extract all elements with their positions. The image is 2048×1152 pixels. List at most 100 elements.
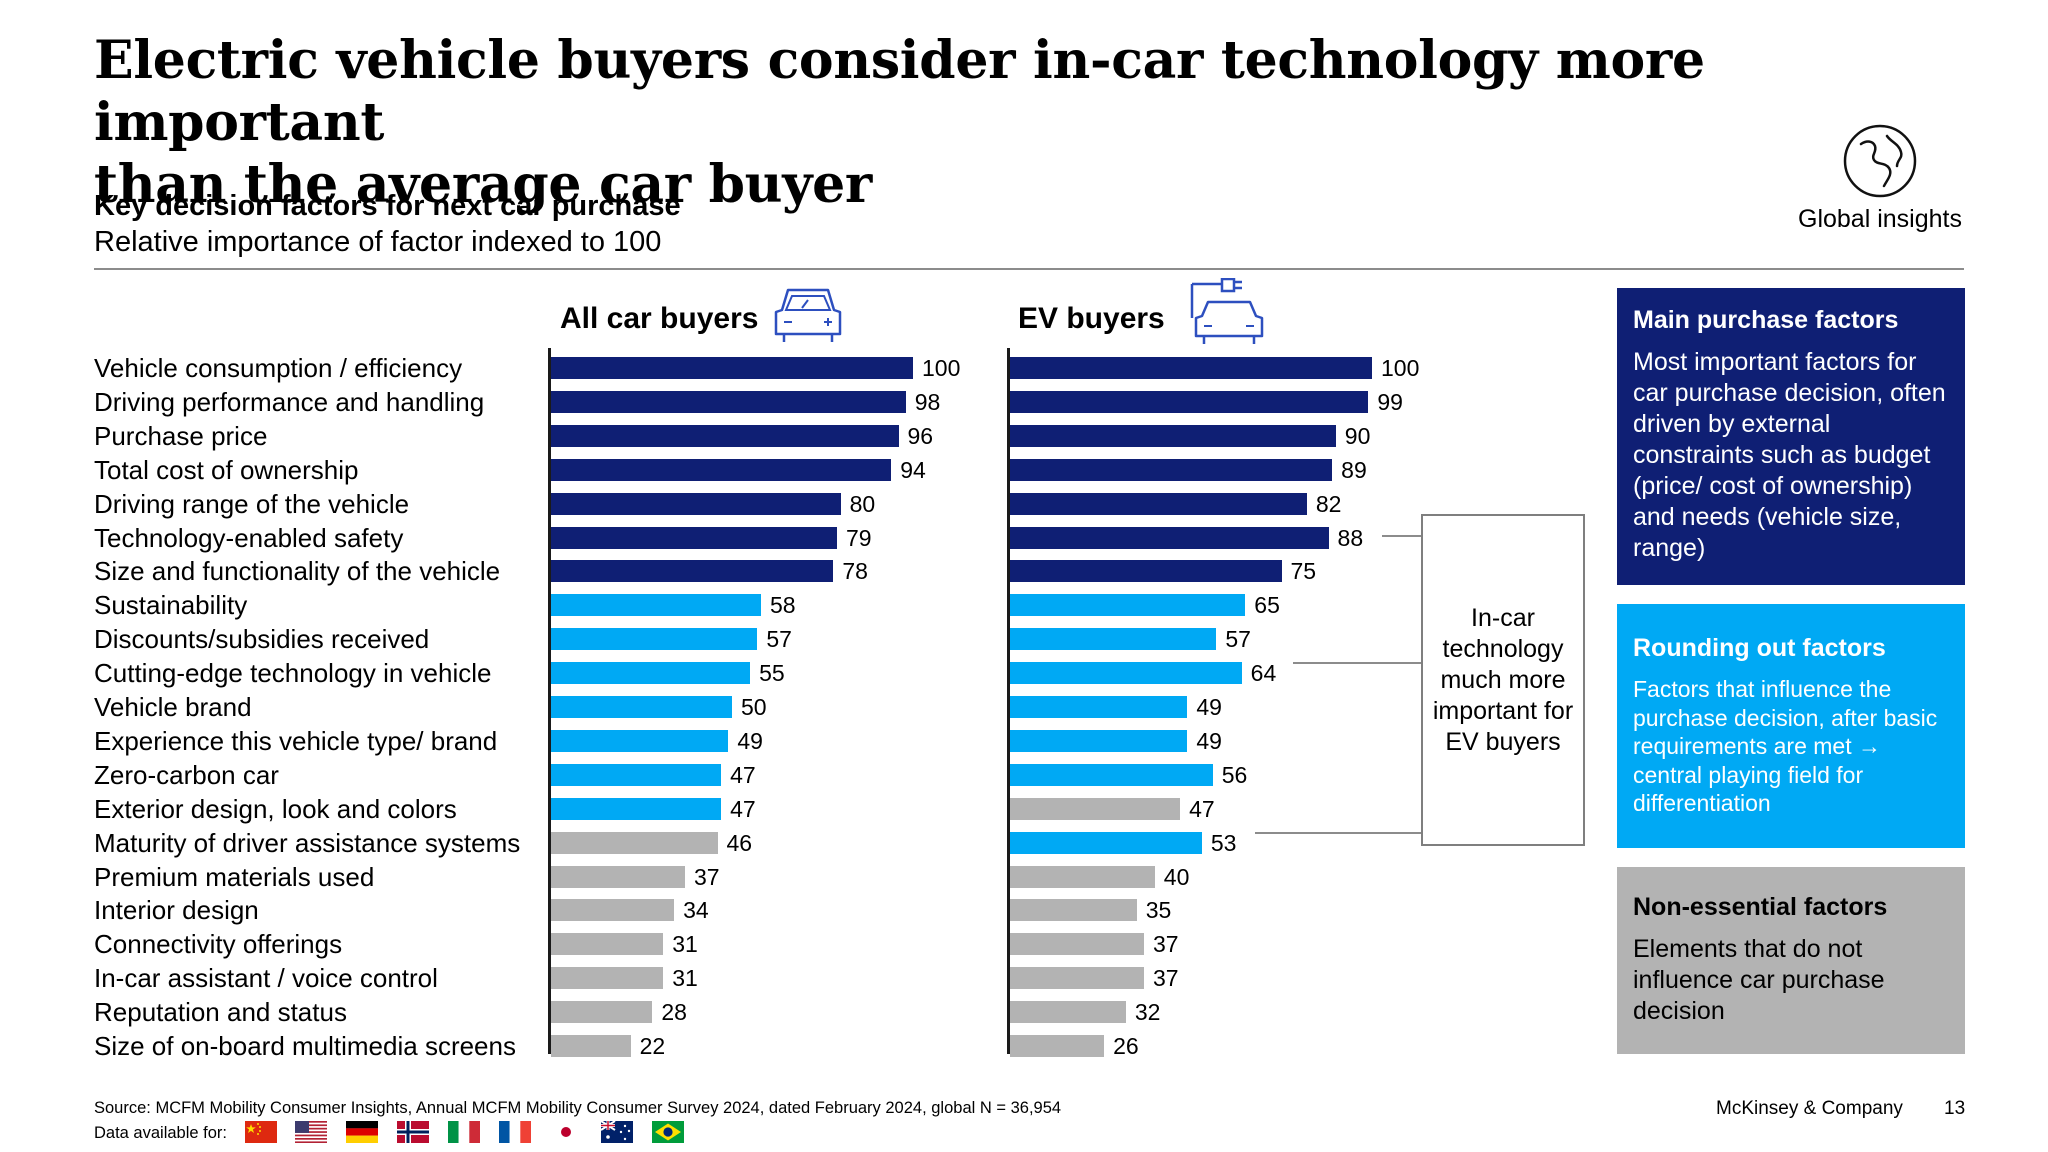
- leader-line-safety: [1382, 535, 1421, 537]
- data-label-all: 34: [683, 897, 709, 924]
- data-label-ev: 57: [1225, 626, 1251, 653]
- bar-ev: [1010, 628, 1217, 651]
- bar-all: [551, 662, 751, 685]
- data-label-ev: 35: [1145, 897, 1172, 924]
- bar-all: [551, 526, 837, 549]
- ev-charging-car-icon: [1190, 277, 1270, 353]
- data-label-all: 55: [759, 660, 785, 687]
- bar-all: [551, 865, 685, 888]
- bar-ev: [1010, 662, 1242, 685]
- header-divider: [94, 268, 1964, 270]
- title-line-2: than the average car buyer: [94, 154, 872, 215]
- leader-line-driver-assistance: [1255, 832, 1421, 834]
- category-label: Maturity of driver assistance systems: [94, 827, 521, 858]
- category-label: Total cost of ownership: [94, 454, 359, 485]
- legend-box-main-title: Main purchase factors: [1633, 306, 1899, 334]
- data-label-ev: 49: [1196, 727, 1222, 754]
- bar-ev: [1010, 1001, 1126, 1024]
- norway-flag-icon: [397, 1121, 429, 1143]
- axis-ev-buyers: [1007, 348, 1010, 1054]
- global-insights-label: Global insights: [1798, 205, 1962, 233]
- bar-all: [551, 729, 729, 752]
- data-label-all: 98: [914, 388, 941, 415]
- bar-ev: [1010, 763, 1213, 786]
- data-label-all: 31: [672, 965, 698, 992]
- data-label-ev: 89: [1341, 456, 1367, 483]
- data-label-all: 47: [730, 795, 756, 822]
- panel-title-all-car-buyers: All car buyers: [560, 302, 759, 335]
- category-label: Vehicle consumption / efficiency: [94, 353, 463, 383]
- data-label-ev: 32: [1134, 999, 1161, 1026]
- data-label-all: 22: [639, 1033, 666, 1059]
- bar-ev: [1010, 424, 1336, 447]
- category-label: Reputation and status: [94, 997, 347, 1028]
- data-label-ev: 90: [1344, 422, 1371, 449]
- category-label: Cutting-edge technology in vehicle: [94, 658, 492, 689]
- category-label: Experience this vehicle type/ brand: [94, 725, 498, 756]
- category-label: Vehicle brand: [94, 692, 252, 722]
- data-label-ev: 100: [1381, 355, 1420, 381]
- bar-all: [551, 933, 664, 956]
- data-label-all: 37: [693, 863, 720, 890]
- data-label-all: 46: [726, 829, 753, 856]
- france-flag-icon: [499, 1121, 531, 1143]
- category-label: Technology-enabled safety: [94, 522, 404, 553]
- bar-all: [551, 628, 758, 651]
- bar-all: [551, 696, 732, 718]
- china-flag-icon: [245, 1121, 277, 1143]
- data-label-ev: 75: [1290, 558, 1317, 585]
- category-label: Discounts/subsidies received: [94, 624, 430, 655]
- bar-all: [551, 967, 664, 990]
- data-label-all: 100: [922, 355, 961, 381]
- bar-ev: [1010, 729, 1188, 752]
- bar-ev: [1010, 560, 1282, 583]
- legend-box-non-essential: Non-essential factors Elements that do n…: [1617, 867, 1965, 1054]
- usa-flag-icon: [295, 1121, 327, 1143]
- bar-all: [551, 492, 841, 515]
- category-label: Purchase price: [94, 420, 268, 451]
- data-label-ev: 47: [1189, 795, 1215, 822]
- legend-box-main: Main purchase factors Most important fac…: [1617, 288, 1965, 585]
- category-label: In-car assistant / voice control: [94, 963, 438, 994]
- bar-all: [551, 1001, 653, 1024]
- bar-all: [551, 763, 722, 786]
- category-label: Interior design: [94, 895, 259, 926]
- data-label-all: 31: [672, 931, 698, 958]
- category-label: Sustainability: [94, 590, 248, 621]
- legend-box-rounding-title: Rounding out factors: [1633, 634, 1886, 662]
- data-label-all: 78: [842, 558, 868, 585]
- panel-title-ev-buyers: EV buyers: [1018, 302, 1165, 335]
- callout-box: In-car technology much more important fo…: [1421, 514, 1585, 846]
- data-label-all: 47: [730, 761, 756, 788]
- bar-all: [551, 560, 834, 583]
- bar-ev: [1010, 831, 1202, 854]
- bar-ev: [1010, 458, 1333, 481]
- bar-all: [551, 899, 675, 922]
- bar-all: [551, 357, 913, 379]
- bar-ev: [1010, 967, 1144, 990]
- chart-subtitle: Key decision factors for next car purcha…: [94, 190, 681, 222]
- data-label-ev: 64: [1250, 660, 1277, 687]
- legend-box-rounding: Rounding out factors Factors that influe…: [1617, 604, 1965, 848]
- bar-all: [551, 458, 892, 481]
- data-label-ev: 99: [1377, 388, 1403, 415]
- data-label-all: 57: [766, 626, 792, 653]
- japan-flag-icon: [550, 1121, 582, 1143]
- bar-ev: [1010, 797, 1181, 820]
- category-label: Driving performance and handling: [94, 386, 485, 417]
- bar-ev: [1010, 390, 1369, 413]
- data-label-all: 94: [900, 456, 926, 483]
- brazil-flag-icon: [652, 1121, 684, 1143]
- legend-box-non-essential-title: Non-essential factors: [1633, 893, 1888, 921]
- category-label: Connectivity offerings: [94, 929, 343, 960]
- bar-ev: [1010, 357, 1372, 379]
- data-label-ev: 82: [1315, 490, 1342, 517]
- bar-ev: [1010, 865, 1155, 888]
- car-icon: [772, 280, 844, 351]
- data-label-ev: 49: [1196, 694, 1222, 720]
- data-label-ev: 88: [1337, 524, 1364, 551]
- bar-all: [551, 424, 899, 447]
- bar-ev: [1010, 492, 1307, 515]
- source-note: Source: MCFM Mobility Consumer Insights,…: [94, 1099, 1062, 1117]
- data-available-label: Data available for:: [94, 1124, 227, 1142]
